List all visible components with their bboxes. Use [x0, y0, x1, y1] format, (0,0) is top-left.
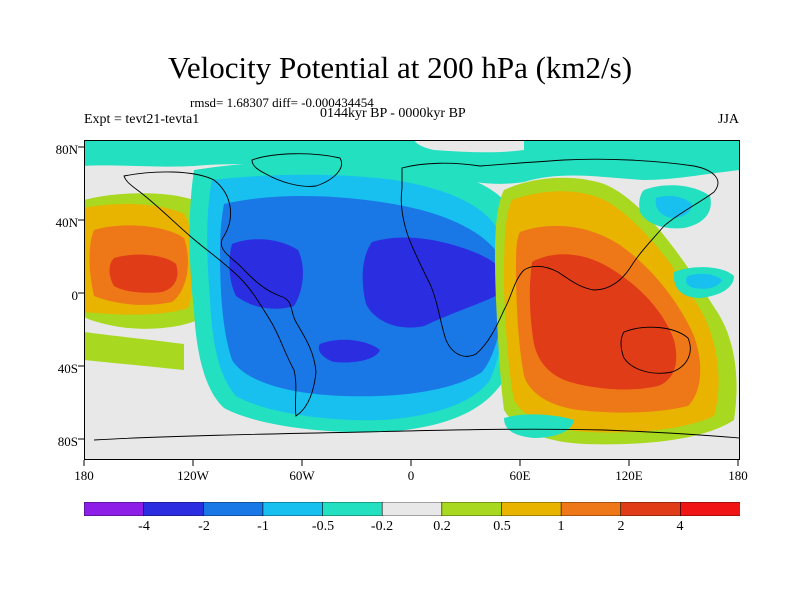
field-neg-2-south: [318, 339, 380, 363]
colorbar-label-4: 4: [676, 519, 684, 534]
colorbar-segment: [84, 502, 145, 516]
season-label: JJA: [718, 112, 740, 127]
field-neg-2-east: [362, 237, 507, 328]
lon-tick-120e: 120E: [615, 468, 643, 483]
colorbar-segment: [322, 502, 383, 516]
colorbar-label-neg4: -4: [138, 519, 150, 534]
field-west-low: [84, 332, 184, 370]
colorbar-segment: [381, 502, 443, 516]
colorbar-segment: [680, 502, 740, 516]
period-label: 0144kyr BP - 0000kyr BP: [320, 106, 466, 121]
field-south-teal: [504, 414, 574, 438]
lat-tick-40n: 40N: [55, 215, 78, 230]
velocity-potential-map: [84, 140, 740, 460]
lat-tick-80s: 80S: [57, 434, 78, 449]
colorbar-label-neg02: -0.2: [370, 519, 394, 534]
lat-tick-40s: 40S: [57, 361, 78, 376]
axis-ticks: [78, 146, 739, 466]
lon-tick-60e: 60E: [509, 468, 531, 483]
colorbar-segment: [202, 502, 264, 516]
colorbar-segment: [143, 502, 204, 516]
colorbar-segment: [441, 502, 503, 516]
map-title: Velocity Potential at 200 hPa (km2/s): [167, 50, 633, 85]
lon-tick-0: 0: [407, 468, 415, 483]
colorbar-segment: [262, 502, 324, 516]
colorbar: [84, 502, 740, 516]
experiment-label: Expt = tevt21-tevta1: [84, 112, 200, 127]
lat-tick-80n: 80N: [55, 142, 78, 157]
colorbar-label-1: 1: [557, 519, 565, 534]
field-north-light: [414, 140, 524, 153]
colorbar-segment: [501, 502, 562, 516]
colorbar-label-neg1: -1: [257, 519, 269, 534]
lon-tick-60w: 60W: [289, 468, 315, 483]
colorbar-segment: [560, 502, 622, 516]
lon-tick-180e: 180: [728, 468, 748, 483]
coastlines: [93, 153, 740, 441]
colorbar-label-neg05: -0.5: [311, 519, 335, 534]
colorbar-segment: [620, 502, 681, 516]
field-antarctic-light: [194, 436, 504, 460]
field-west-pos-4: [109, 254, 178, 293]
field-neg-2-west: [229, 239, 303, 309]
lon-tick-120w: 120W: [177, 468, 209, 483]
colorbar-label-05: 0.5: [493, 519, 511, 534]
colorbar-label-02: 0.2: [433, 519, 451, 534]
lon-tick-180w: 180: [74, 468, 94, 483]
lat-tick-0: 0: [71, 288, 79, 303]
colorbar-label-2: 2: [617, 519, 625, 534]
colorbar-label-neg2: -2: [198, 519, 210, 534]
field-north-teal: [84, 140, 740, 184]
field-pos-4: [529, 254, 677, 390]
field-pacific-neg-core: [686, 273, 722, 289]
stats-text: rmsd= 1.68307 diff= -0.000434454: [190, 95, 374, 110]
